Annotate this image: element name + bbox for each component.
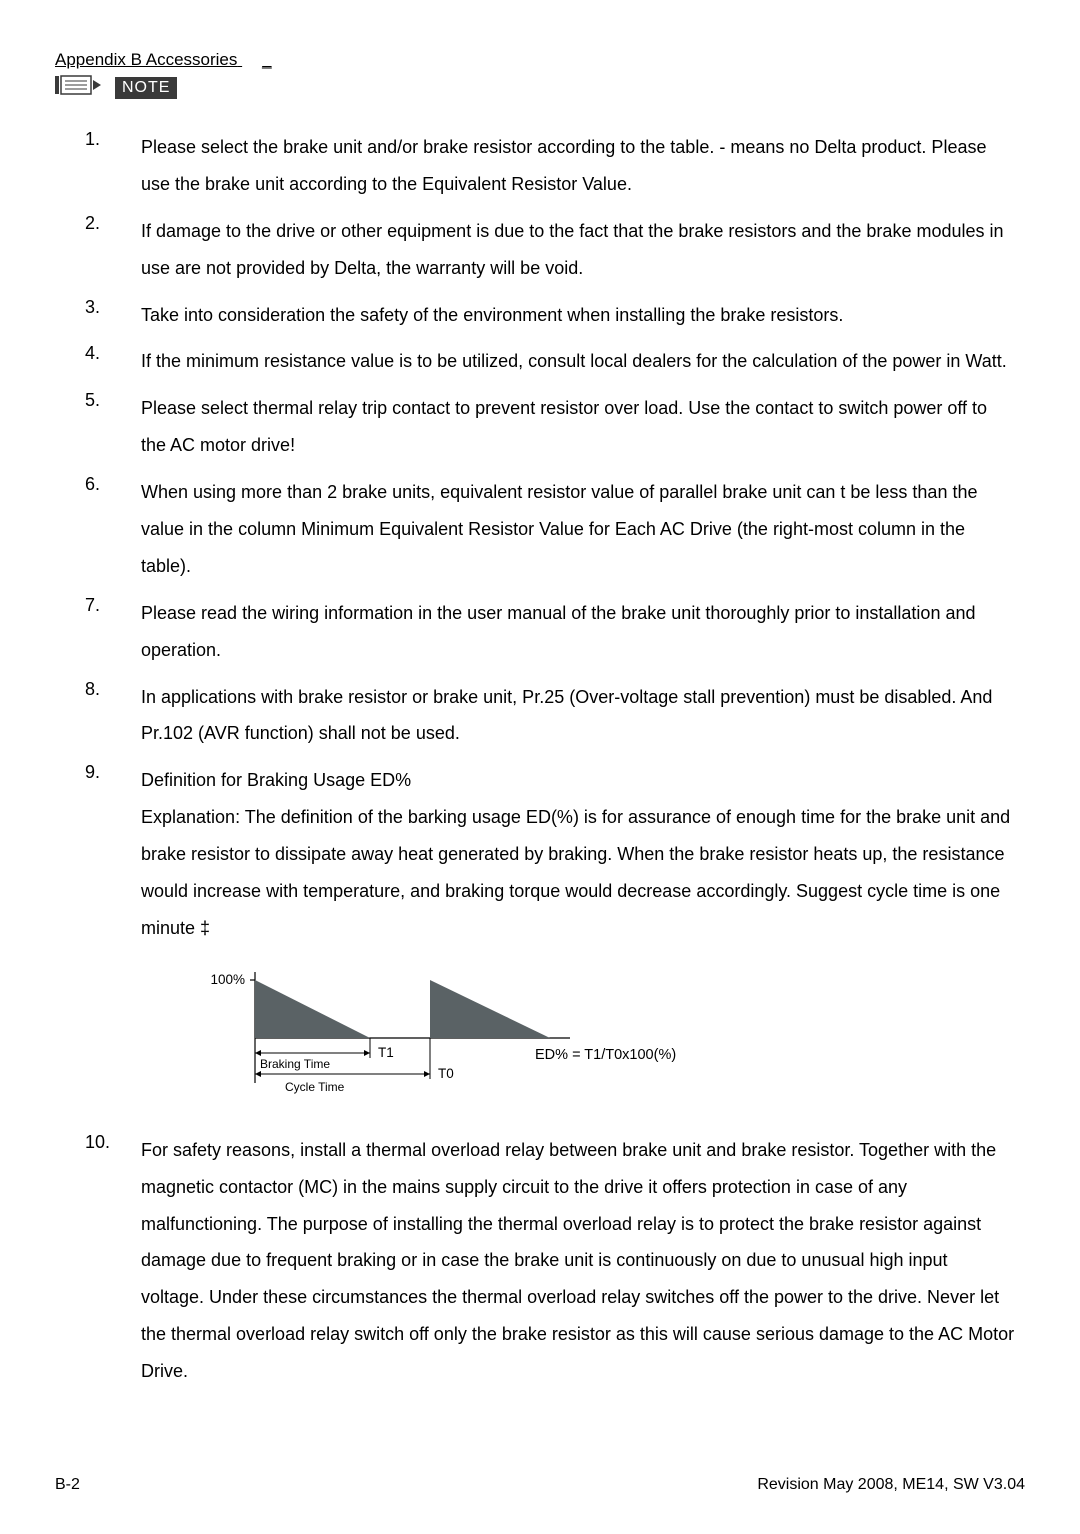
list-number: 3.: [85, 297, 141, 334]
list-text: Please select the brake unit and/or brak…: [141, 129, 1015, 203]
list-number: 9.: [85, 762, 141, 946]
list-item: 5.Please select thermal relay trip conta…: [85, 390, 1015, 464]
list-item: 7.Please read the wiring information in …: [85, 595, 1015, 669]
list-item: 2.If damage to the drive or other equipm…: [85, 213, 1015, 287]
note-list: 1.Please select the brake unit and/or br…: [55, 129, 1025, 1390]
list-text: Definition for Braking Usage ED% Explana…: [141, 762, 1015, 946]
note-badge: NOTE: [55, 74, 1025, 101]
list-text: If damage to the drive or other equipmen…: [141, 213, 1015, 287]
list-text: Please select thermal relay trip contact…: [141, 390, 1015, 464]
list-number: 7.: [85, 595, 141, 669]
list-item: 9.Definition for Braking Usage ED% Expla…: [85, 762, 1015, 946]
svg-text:100%: 100%: [210, 972, 245, 987]
list-text: Please read the wiring information in th…: [141, 595, 1015, 669]
svg-text:ED% = T1/T0x100(%): ED% = T1/T0x100(%): [535, 1047, 676, 1063]
list-text: For safety reasons, install a thermal ov…: [141, 1132, 1015, 1390]
svg-text:Braking Time: Braking Time: [260, 1057, 330, 1071]
header-title-text: Appendix B Accessories: [55, 50, 237, 69]
list-text: Take into consideration the safety of th…: [141, 297, 1015, 334]
ed-diagram: 100% T1 Braking Time T0 Cycle Time ED% =…: [185, 962, 1015, 1107]
list-text: If the minimum resistance value is to be…: [141, 343, 1015, 380]
list-item: 3.Take into consideration the safety of …: [85, 297, 1015, 334]
page-header: Appendix B Accessories _: [55, 50, 1025, 70]
page-footer: B-2 Revision May 2008, ME14, SW V3.04: [55, 1476, 1025, 1494]
footer-right: Revision May 2008, ME14, SW V3.04: [757, 1476, 1025, 1494]
list-number: 1.: [85, 129, 141, 203]
list-item: 10.For safety reasons, install a thermal…: [85, 1132, 1015, 1390]
list-text: When using more than 2 brake units, equi…: [141, 474, 1015, 585]
note-label: NOTE: [115, 77, 177, 99]
list-number: 8.: [85, 679, 141, 753]
list-item: 8.In applications with brake resistor or…: [85, 679, 1015, 753]
list-text: In applications with brake resistor or b…: [141, 679, 1015, 753]
svg-text:T1: T1: [378, 1045, 394, 1060]
note-icon: [55, 74, 109, 101]
list-number: 6.: [85, 474, 141, 585]
list-number: 10.: [85, 1132, 141, 1390]
list-item: 6.When using more than 2 brake units, eq…: [85, 474, 1015, 585]
list-number: 5.: [85, 390, 141, 464]
list-item: 4.If the minimum resistance value is to …: [85, 343, 1015, 380]
list-number: 2.: [85, 213, 141, 287]
footer-left: B-2: [55, 1476, 80, 1494]
svg-text:Cycle Time: Cycle Time: [285, 1080, 345, 1094]
list-number: 4.: [85, 343, 141, 380]
list-item: 1.Please select the brake unit and/or br…: [85, 129, 1015, 203]
header-trailing: _: [262, 50, 271, 69]
svg-text:T0: T0: [438, 1066, 454, 1081]
